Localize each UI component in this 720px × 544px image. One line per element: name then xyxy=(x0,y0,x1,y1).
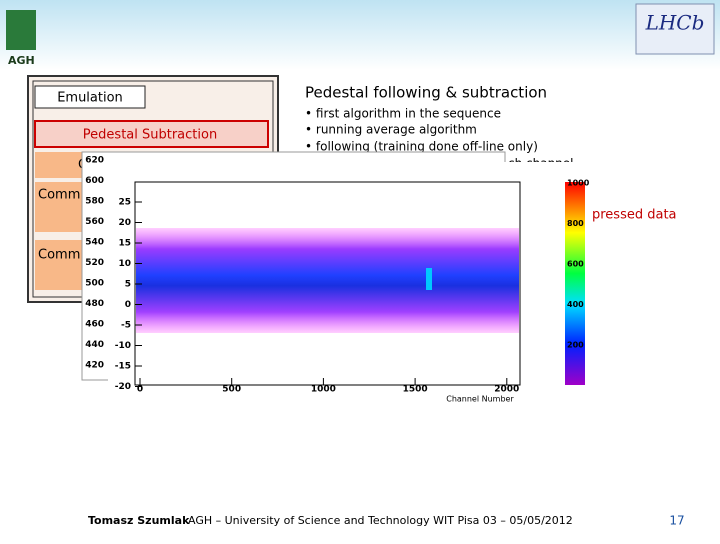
y-tick-label: 580 xyxy=(85,197,104,207)
y-tick-label: 600 xyxy=(85,176,104,186)
y-tick-label: 620 xyxy=(85,156,104,166)
logo-right-box xyxy=(635,3,715,55)
y-tick-label: 480 xyxy=(85,299,104,309)
note: pressed data xyxy=(592,208,677,223)
y-tick-label: -20 xyxy=(115,382,131,392)
y-tick-label: 460 xyxy=(85,320,104,330)
data-band xyxy=(136,228,519,333)
z-tick-label: 200 xyxy=(567,341,584,350)
z-tick-label: 600 xyxy=(567,260,584,269)
top-band xyxy=(0,0,720,70)
right-title: Pedestal following & subtraction xyxy=(305,84,547,102)
y-tick-label: -15 xyxy=(115,362,131,372)
y-tick-label: 0 xyxy=(125,300,131,310)
pedestal-box xyxy=(34,120,269,148)
row-label: Comm xyxy=(38,248,80,263)
y-tick-label: 560 xyxy=(85,217,104,227)
y-tick-label: 540 xyxy=(85,238,104,248)
bullet: • following (training done off-line only… xyxy=(305,140,538,154)
page-number: 17 xyxy=(669,514,684,528)
y-tick-label: 5 xyxy=(125,280,131,290)
hot-spot xyxy=(426,268,432,290)
y-tick-label: 420 xyxy=(85,361,104,371)
y-tick-label: 25 xyxy=(118,198,131,208)
x-tick-label: 1000 xyxy=(311,385,336,395)
bullet: • running average algorithm xyxy=(305,123,477,137)
logo-right: LHCb xyxy=(645,11,705,35)
x-tick-label: 1500 xyxy=(403,385,428,395)
x-tick-label: 500 xyxy=(222,385,241,395)
pedestal-label: Pedestal Subtraction xyxy=(83,128,217,143)
z-tick-label: 400 xyxy=(567,300,584,309)
y-tick-label: 20 xyxy=(118,218,131,228)
x-axis-label: Channel Number xyxy=(446,395,514,404)
y-tick-label: 500 xyxy=(85,279,104,289)
footer-author: Tomasz Szumlak xyxy=(88,514,190,527)
plot-back-ticks: 620 600 580 560 540 520 500 480 460 440 420 xyxy=(85,156,104,371)
row-label: Comm xyxy=(38,188,80,203)
bullet: • first algorithm in the sequence xyxy=(305,107,501,121)
x-tick-label: 2000 xyxy=(494,385,519,395)
emulation-label: Emulation xyxy=(57,91,123,106)
y-tick-label: 10 xyxy=(118,259,131,269)
logo-mark xyxy=(6,10,36,50)
y-tick-label: 440 xyxy=(85,340,104,350)
y-tick-label: 520 xyxy=(85,258,104,268)
logo-left: AGH xyxy=(8,54,35,67)
y-tick-label: -10 xyxy=(115,341,131,351)
color-bar xyxy=(565,182,585,385)
z-tick-label: 800 xyxy=(567,219,584,228)
y-tick-label: 15 xyxy=(118,239,131,249)
plot-front-ticks: 25 20 15 10 5 0 -5 -10 -15 -20 0 500 1000 1500 2000 100… xyxy=(115,179,590,395)
x-tick-label: 0 xyxy=(137,385,143,395)
y-tick-label: -5 xyxy=(121,321,131,331)
z-tick-label: 1000 xyxy=(567,179,590,188)
emulation-box xyxy=(34,85,146,109)
footer-text: AGH – University of Science and Technolo… xyxy=(188,514,573,527)
